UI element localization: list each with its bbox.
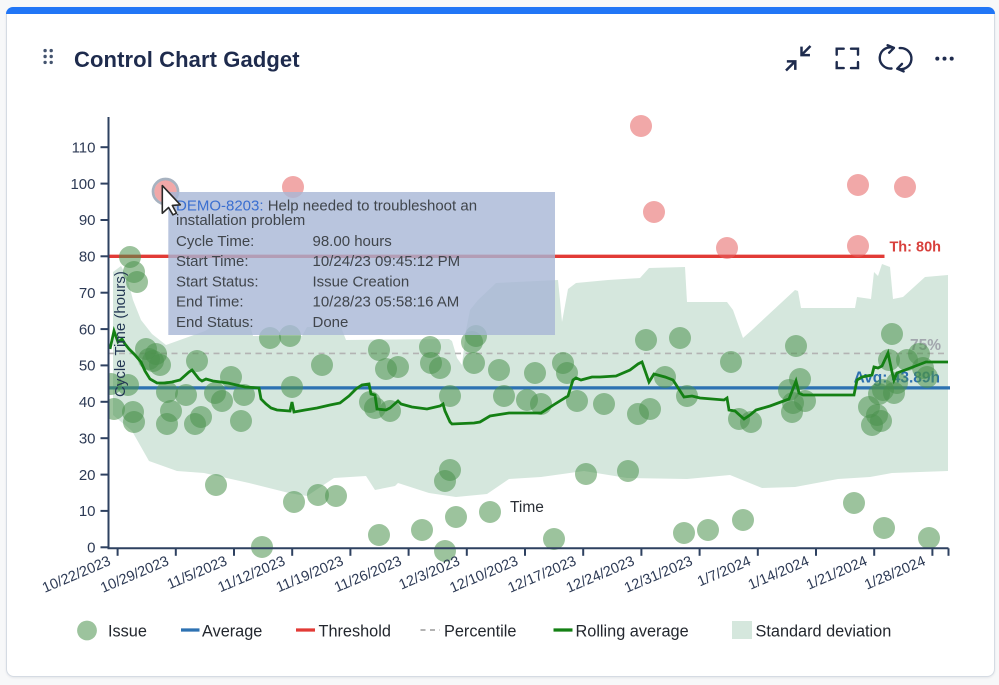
svg-text:60: 60 <box>79 321 96 338</box>
svg-text:1/28/2024: 1/28/2024 <box>862 553 928 593</box>
svg-text:Th: 80h: Th: 80h <box>889 240 941 256</box>
svg-text:installation problem: installation problem <box>176 212 305 229</box>
svg-text:30: 30 <box>79 430 96 447</box>
svg-text:50: 50 <box>79 358 96 375</box>
svg-text:Rolling average: Rolling average <box>576 622 689 640</box>
svg-text:Cycle Time (hours): Cycle Time (hours) <box>112 271 129 397</box>
svg-text:1/7/2024: 1/7/2024 <box>695 553 753 590</box>
svg-text:DEMO-8203: Help needed to trou: DEMO-8203: Help needed to troubleshoot a… <box>176 197 477 214</box>
svg-text:End Time:: End Time: <box>176 294 244 311</box>
svg-text:Issue Creation: Issue Creation <box>313 273 410 290</box>
svg-text:10: 10 <box>79 503 96 520</box>
svg-text:Start Status:: Start Status: <box>176 273 259 290</box>
svg-text:Issue: Issue <box>108 622 147 640</box>
svg-text:40: 40 <box>79 394 96 411</box>
svg-text:80: 80 <box>79 249 96 266</box>
svg-text:110: 110 <box>72 139 96 156</box>
svg-text:20: 20 <box>79 467 96 484</box>
svg-text:Time: Time <box>510 499 544 516</box>
svg-text:70: 70 <box>79 285 96 302</box>
svg-text:End Status:: End Status: <box>176 314 254 331</box>
svg-text:Done: Done <box>313 314 349 331</box>
svg-text:Average: Average <box>202 622 262 640</box>
svg-text:10/24/23 09:45:12 PM: 10/24/23 09:45:12 PM <box>313 253 461 270</box>
svg-text:Percentile: Percentile <box>444 622 516 640</box>
svg-text:Standard deviation: Standard deviation <box>756 622 892 640</box>
svg-text:1/21/2024: 1/21/2024 <box>804 553 870 593</box>
svg-text:Cycle Time:: Cycle Time: <box>176 233 254 250</box>
svg-text:Control Chart Gadget: Control Chart Gadget <box>74 47 300 72</box>
svg-text:90: 90 <box>79 212 96 229</box>
svg-text:11/26/2023: 11/26/2023 <box>332 553 404 596</box>
svg-text:Start Time:: Start Time: <box>176 253 249 270</box>
svg-text:1/14/2024: 1/14/2024 <box>746 553 812 593</box>
svg-text:100: 100 <box>70 176 95 193</box>
svg-text:Threshold: Threshold <box>319 622 391 640</box>
svg-text:98.00 hours: 98.00 hours <box>313 233 392 250</box>
svg-text:10/28/23 05:58:16 AM: 10/28/23 05:58:16 AM <box>313 294 460 311</box>
svg-text:0: 0 <box>87 540 95 557</box>
